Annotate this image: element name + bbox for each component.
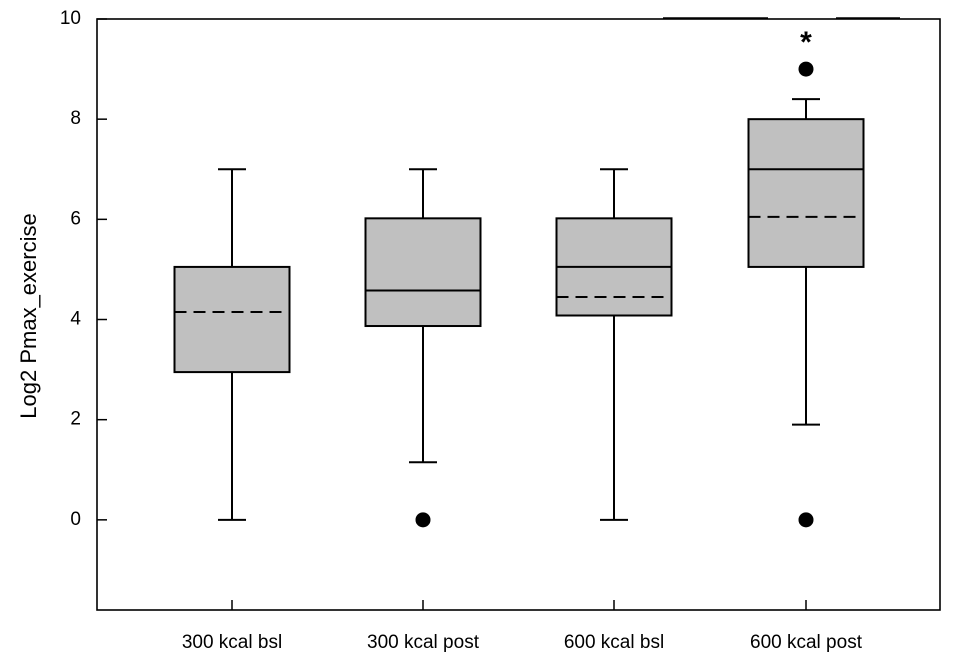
boxes	[173, 61, 865, 528]
x-tick-label: 600 kcal post	[750, 632, 863, 653]
y-axis-label: Log2 Pmax_exercise	[16, 213, 41, 418]
y-tick-label: 0	[70, 509, 81, 530]
y-tick-label: 4	[70, 309, 81, 330]
box	[364, 217, 482, 328]
box-group	[173, 168, 291, 521]
y-tick-label: 6	[70, 208, 81, 229]
box-group	[747, 61, 865, 528]
significance-asterisk: *	[800, 26, 812, 59]
y-tick-label: 8	[70, 108, 81, 129]
x-tick-label: 300 kcal post	[367, 632, 480, 653]
y-tick-label: 2	[70, 409, 81, 430]
x-tick-label: 600 kcal bsl	[564, 632, 664, 653]
significance-marker: *	[663, 17, 900, 59]
x-axis: 300 kcal bsl 300 kcal post 600 kcal bsl 600…	[182, 600, 863, 653]
plot-frame	[96, 18, 941, 611]
y-tick-label: 10	[60, 8, 81, 29]
x-tick-label: 300 kcal bsl	[182, 632, 282, 653]
box	[173, 265, 291, 374]
box-group	[555, 168, 673, 521]
y-axis: 0 2 4 6 8 10	[60, 8, 107, 530]
box	[747, 118, 865, 268]
outlier-point	[415, 512, 431, 528]
outlier-point	[798, 61, 814, 77]
box-group	[364, 168, 482, 528]
outlier-point	[798, 512, 814, 528]
